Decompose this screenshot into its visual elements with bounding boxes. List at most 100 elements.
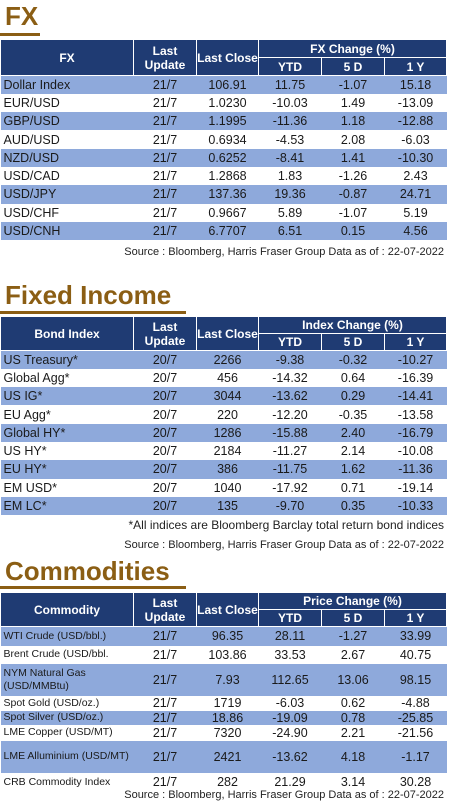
row-last-close: 2266 [196,350,259,369]
row-last-update: 21/7 [133,93,197,113]
fi-col-last-close: Last Close [196,316,259,351]
commodities-table: Commodity Last Update Last Close Price C… [0,592,447,792]
row-5d: 2.67 [321,645,385,664]
cm-col-name: Commodity [0,592,134,627]
row-5d: 4.18 [321,740,385,773]
row-last-close: 103.86 [196,645,259,664]
row-1y: 24.71 [384,185,447,204]
row-1y: -25.85 [384,710,447,725]
table-row: US Treasury* 20/7 2266 -9.38 -0.32 -10.27 [0,350,447,369]
table-row: USD/CHF 21/7 0.9667 5.89 -1.07 5.19 [0,203,447,222]
table-row: US IG* 20/7 3044 -13.62 0.29 -14.41 [0,387,447,406]
row-last-close: 1.2868 [196,166,259,186]
cm-col-group: Price Change (%) [258,592,447,610]
row-last-close: 135 [196,496,259,516]
table-row: NZD/USD 21/7 0.6252 -8.41 1.41 -10.30 [0,148,447,167]
row-1y: -10.30 [384,148,447,167]
row-5d: 2.21 [321,724,385,741]
row-last-close: 1.0230 [196,93,259,113]
fx-source: Source : Bloomberg, Harris Fraser Group … [124,246,444,258]
row-last-close: 3044 [196,387,259,406]
row-name: EM LC* [0,496,134,516]
table-row: EM LC* 20/7 135 -9.70 0.35 -10.33 [0,496,447,516]
table-row: AUD/USD 21/7 0.6934 -4.53 2.08 -6.03 [0,130,447,149]
row-5d: 0.62 [321,695,385,711]
row-5d: -0.32 [321,350,385,369]
row-5d: 1.62 [321,460,385,479]
fx-heading: FX [5,1,39,31]
row-last-close: 1040 [196,478,259,497]
row-ytd: -15.88 [258,423,322,442]
table-row: US HY* 20/7 2184 -11.27 2.14 -10.08 [0,441,447,461]
row-ytd: 5.89 [258,203,322,222]
row-last-update: 21/7 [133,166,197,186]
table-row: NYM Natural Gas (USD/MMBtu) 21/7 7.93 112.6… [0,663,447,696]
row-ytd: -11.36 [258,112,322,131]
row-1y: -10.08 [384,441,447,461]
row-name: Brent Crude (USD/bbl. [0,645,134,664]
cm-col-last-update: Last Update [133,592,197,627]
row-5d: -0.35 [321,405,385,424]
row-last-update: 21/7 [133,75,197,94]
row-1y: 33.99 [384,626,447,646]
row-name: EU Agg* [0,405,134,424]
row-last-update: 21/7 [133,221,197,241]
row-5d: -1.26 [321,166,385,186]
row-1y: -19.14 [384,478,447,497]
row-1y: -16.39 [384,368,447,388]
row-ytd: -6.03 [258,695,322,711]
row-name: GBP/USD [0,112,134,131]
fixed-income-heading-underline [0,311,186,314]
row-last-close: 7.93 [196,663,259,696]
row-name: AUD/USD [0,130,134,149]
row-last-close: 0.6934 [196,130,259,149]
table-row: EU HY* 20/7 386 -11.75 1.62 -11.36 [0,460,447,479]
row-ytd: 112.65 [258,663,322,696]
row-last-update: 20/7 [133,350,197,369]
row-name: USD/CHF [0,203,134,222]
row-last-update: 20/7 [133,441,197,461]
row-5d: 0.35 [321,496,385,516]
row-name: LME Alluminium (USD/MT) [0,740,134,773]
row-1y: 30.28 [384,772,447,792]
row-last-update: 21/7 [133,695,197,711]
table-row: Dollar Index 21/7 106.91 11.75 -1.07 15.18 [0,75,447,94]
row-5d: 1.41 [321,148,385,167]
row-1y: -10.27 [384,350,447,369]
row-5d: 3.14 [321,772,385,792]
fi-col-group: Index Change (%) [257,316,448,334]
row-last-close: 386 [196,460,259,479]
table-row: Brent Crude (USD/bbl. 21/7 103.86 33.53 2.67… [0,645,447,664]
row-name: USD/CNH [0,221,134,241]
row-last-update: 20/7 [133,460,197,479]
row-5d: 0.71 [321,478,385,497]
row-5d: -1.07 [321,75,385,94]
fx-table: FX Last Update Last Close FX Change (%) … [0,39,448,241]
row-last-close: 18.86 [196,710,259,725]
fx-col-last-close: Last Close [196,39,259,76]
fi-col-5d: 5 D [321,333,385,351]
row-ytd: 28.11 [258,626,322,646]
row-1y: 15.18 [384,75,447,94]
row-name: EM USD* [0,478,134,497]
row-last-update: 21/7 [133,724,197,741]
fx-col-name: FX [0,39,134,76]
row-ytd: -9.38 [258,350,322,369]
row-ytd: -11.75 [258,460,322,479]
row-1y: -10.33 [384,496,447,516]
row-last-close: 220 [196,405,259,424]
row-ytd: 6.51 [258,221,322,241]
row-last-update: 20/7 [133,405,197,424]
fx-col-1y: 1 Y [383,57,448,76]
row-ytd: 1.83 [258,166,322,186]
row-ytd: -24.90 [258,724,322,741]
table-row: USD/JPY 21/7 137.36 19.36 -0.87 24.71 [0,185,447,204]
row-name: US IG* [0,387,134,406]
row-5d: 0.29 [321,387,385,406]
row-last-close: 6.7707 [196,221,259,241]
row-1y: -14.41 [384,387,447,406]
row-name: NYM Natural Gas (USD/MMBtu) [0,663,134,696]
table-row: EM USD* 20/7 1040 -17.92 0.71 -19.14 [0,478,447,497]
fx-heading-underline [0,33,40,36]
row-ytd: 19.36 [258,185,322,204]
